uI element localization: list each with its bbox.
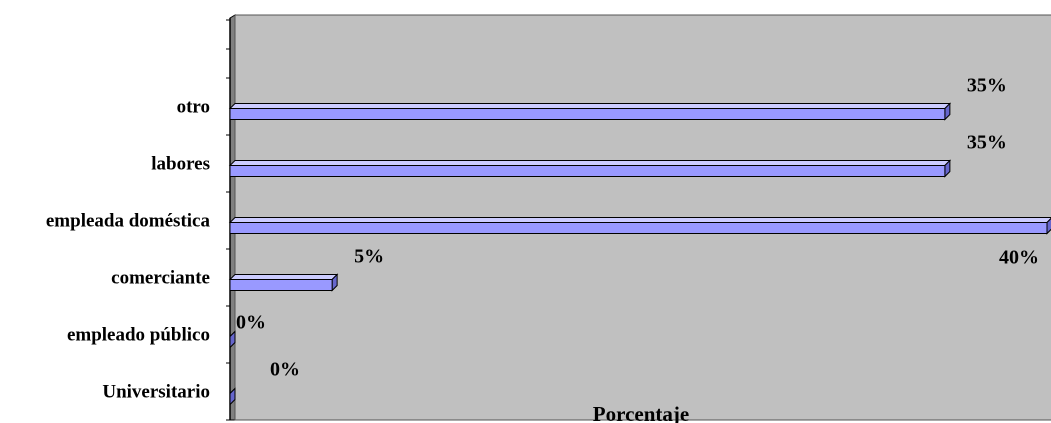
bar-front-face <box>229 279 333 291</box>
bar <box>228 273 339 292</box>
bar <box>228 159 952 178</box>
category-labels: otro labores empleada doméstica comerciante… <box>46 97 211 403</box>
category-label: empleado público <box>67 325 210 346</box>
bar-front-face <box>229 165 946 177</box>
value-labels: 35% 35% 40% 5% 0% 0% <box>236 75 1039 381</box>
category-label: labores <box>151 154 210 175</box>
data-label: 5% <box>354 246 384 268</box>
data-label: 0% <box>236 312 266 334</box>
bar <box>228 217 1051 235</box>
bar-top-face <box>228 217 1051 223</box>
category-label: Universitario <box>102 382 210 403</box>
data-label: 0% <box>270 359 300 381</box>
x-axis-title: Porcentaje <box>593 402 689 423</box>
bar <box>229 387 236 406</box>
category-label: otro <box>177 97 210 118</box>
bar-top-face <box>228 103 952 109</box>
bar <box>228 102 952 121</box>
bar-top-face <box>228 274 339 280</box>
category-label: comerciante <box>111 268 210 289</box>
data-label: 35% <box>967 132 1007 154</box>
category-label: empleada doméstica <box>46 211 211 232</box>
bar-top-face <box>228 160 952 166</box>
bar-side-face <box>229 387 236 406</box>
bar-front-face <box>229 108 946 120</box>
bar-front-face <box>229 222 1048 234</box>
bars <box>228 102 1051 406</box>
data-label: 35% <box>967 75 1007 97</box>
bar-side-face <box>229 330 236 349</box>
bar <box>229 330 236 349</box>
data-label: 40% <box>999 247 1039 269</box>
